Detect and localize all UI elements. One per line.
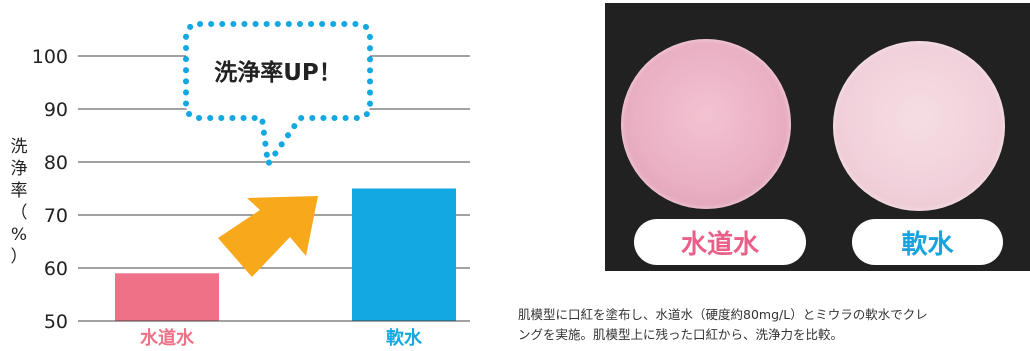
y-tick-labels: 50 60 70 80 90 100 (32, 46, 68, 333)
y-axis-label-char: 浄 (10, 159, 28, 179)
y-tick-label: 50 (44, 311, 68, 333)
skin-model-tap-water (621, 39, 791, 209)
y-axis-label-char: （ (10, 203, 28, 223)
y-axis-label-char: 洗 (10, 137, 28, 157)
bar-tap-water (115, 273, 219, 321)
photo-label-soft-water: 軟水 (852, 219, 1003, 265)
y-tick-label: 70 (44, 205, 68, 227)
y-tick-label: 80 (44, 152, 68, 174)
bar-chart: 50 60 70 80 90 100 水道水 軟水 洗浄率UP！ (32, 21, 470, 349)
x-category-label: 軟水 (386, 327, 423, 349)
comparison-photo: 水道水 軟水 (605, 3, 1030, 271)
y-tick-label: 60 (44, 258, 68, 280)
caption-line-2: ングを実施。肌模型上に残った口紅から、洗浄力を比較。 (518, 327, 844, 342)
y-axis-label-char: % (10, 225, 28, 245)
x-category-labels: 水道水 軟水 (140, 327, 423, 349)
caption: 肌模型に口紅を塗布し、水道水（硬度約80mg/L）とミウラの軟水でクレ ングを実… (518, 305, 1028, 345)
skin-model-soft-water (833, 41, 1005, 211)
y-tick-label: 100 (32, 46, 68, 68)
callout-bubble: 洗浄率UP！ (183, 21, 373, 173)
bars (78, 188, 470, 322)
caption-line-1: 肌模型に口紅を塗布し、水道水（硬度約80mg/L）とミウラの軟水でクレ (518, 307, 928, 322)
y-axis-label-char: ） (10, 247, 28, 267)
photo-label-tap-water: 水道水 (634, 219, 806, 265)
y-tick-label: 90 (44, 99, 68, 121)
y-axis-label-char: 率 (10, 181, 28, 201)
y-axis-label: 洗浄率（%） (6, 136, 32, 268)
x-category-label: 水道水 (140, 327, 195, 349)
up-arrow-icon (218, 196, 318, 277)
callout-text: 洗浄率UP！ (214, 59, 342, 86)
bar-soft-water (352, 188, 456, 321)
